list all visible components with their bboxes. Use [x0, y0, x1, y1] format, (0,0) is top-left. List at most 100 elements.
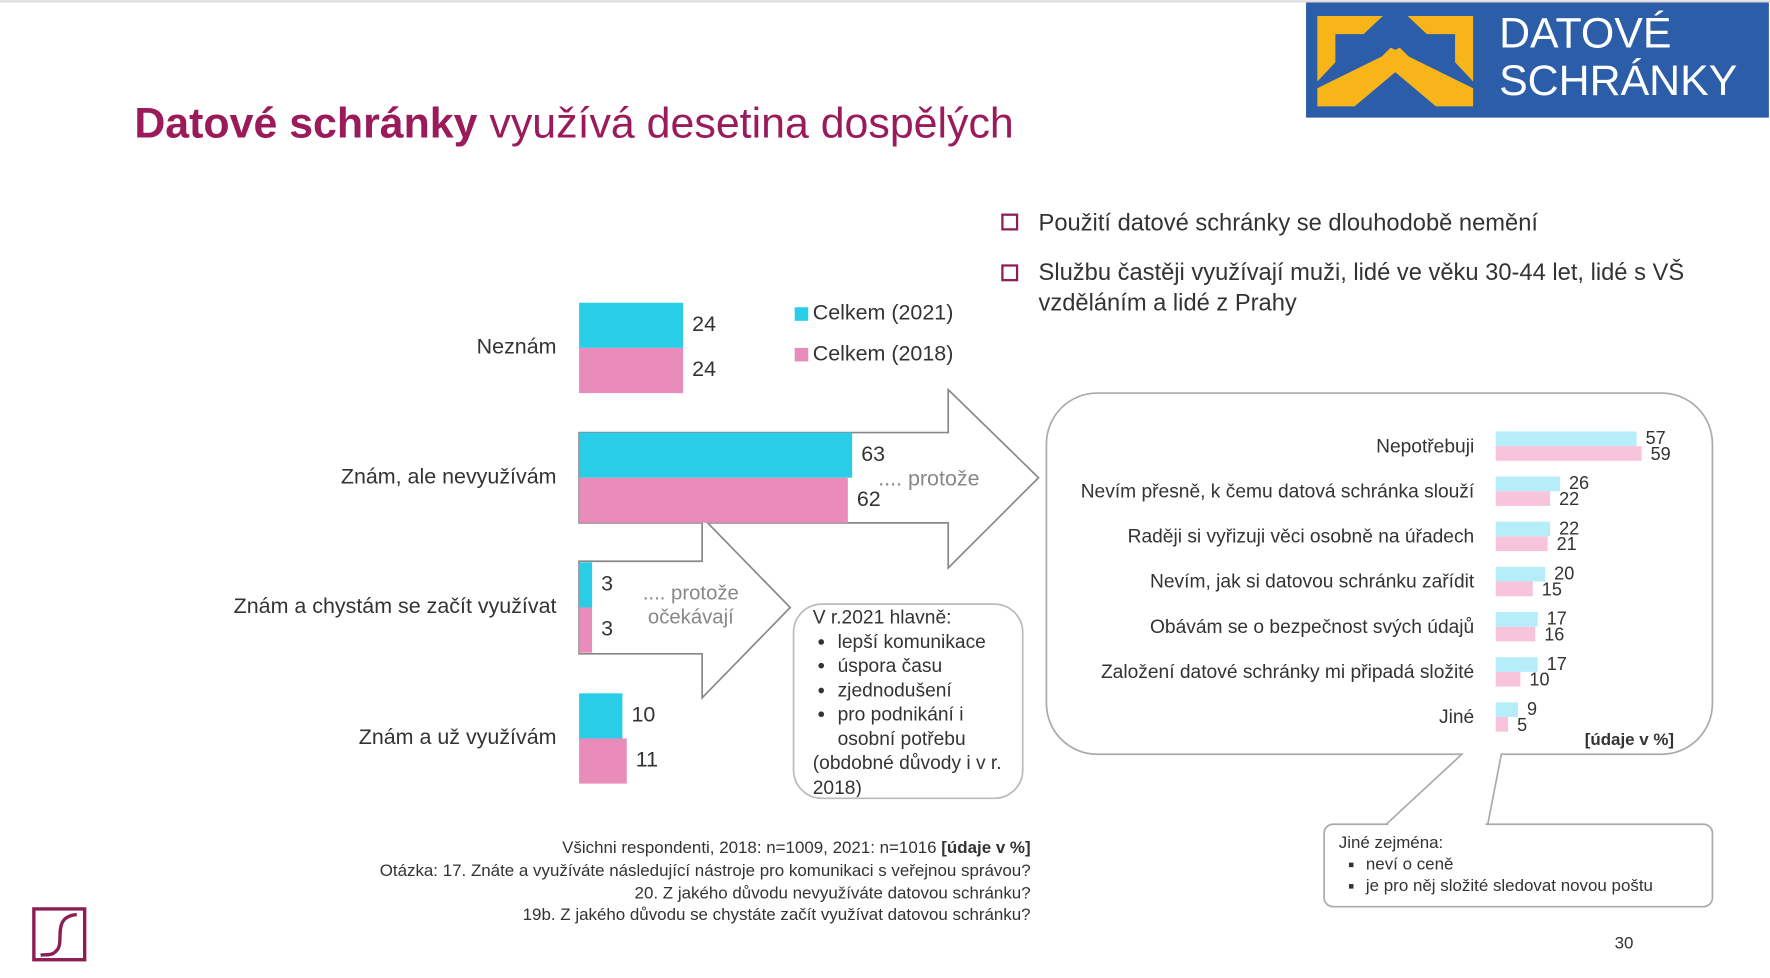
value-label: 20	[1554, 564, 1574, 584]
arrow-label: .... protože očekávají	[642, 581, 739, 628]
bar	[1495, 626, 1536, 642]
list-item: je pro něj složité sledovat novou poštu	[1366, 875, 1711, 896]
bar	[579, 738, 627, 784]
bullet-box	[1001, 213, 1019, 231]
bar	[1495, 671, 1521, 687]
bar	[1495, 566, 1546, 582]
bar	[579, 347, 684, 394]
category-label: Nepotřebuji	[1376, 436, 1474, 457]
footnote-bold: [údaje v %]	[941, 839, 1030, 858]
category-label: Obávám se o bezpečnost svých údajů	[1150, 617, 1474, 638]
brand-frame	[32, 907, 87, 962]
legend-label: Celkem (2018)	[813, 341, 954, 365]
legend-swatch	[794, 347, 809, 362]
value-label: 62	[857, 487, 881, 511]
category-label: Jiné	[1439, 707, 1474, 728]
list-item: úspora času	[838, 654, 1016, 678]
category-label: Znám a už využívám	[359, 725, 557, 749]
bar	[579, 607, 593, 653]
reasons-box	[792, 603, 1024, 800]
legend-swatch	[794, 307, 809, 321]
value-label: 3	[601, 617, 613, 641]
bar	[1495, 476, 1560, 492]
reasons-text: V r.2021 hlavně: lepší komunikaceúspora …	[813, 605, 1016, 797]
other-list: neví o ceněje pro něj složité sledovat n…	[1339, 854, 1712, 897]
value-label: 57	[1646, 428, 1666, 448]
bar	[1495, 446, 1642, 461]
reasons: V r.2021 hlavně: lepší komunikaceúspora …	[813, 605, 1016, 797]
page-number: 30	[1615, 933, 1634, 952]
reasons-note: (obdobné důvody i v r. 2018)	[812, 752, 1002, 798]
value-label: 5	[1517, 715, 1527, 735]
bar	[1495, 431, 1637, 447]
arrow	[578, 515, 792, 700]
bar	[579, 477, 848, 523]
bullet-box	[1001, 264, 1019, 282]
slide-title: Datové schránky využívá desetina dospělý…	[134, 100, 1013, 148]
value-label: 16	[1544, 625, 1564, 645]
value-label: 11	[636, 748, 658, 772]
brand-mark	[32, 907, 87, 962]
bar	[579, 693, 623, 739]
list-item: lepší komunikace	[838, 630, 1016, 654]
value-label: 17	[1547, 609, 1567, 629]
chart-main: Neznám 24 24 Znám, ale nevyužívám 63 62 Znám a…	[234, 301, 954, 784]
value-label: 22	[1559, 518, 1579, 538]
category-label: Znám, ale nevyužívám	[341, 464, 557, 488]
value-label: 63	[861, 442, 885, 466]
bar	[1495, 657, 1538, 672]
bar	[579, 302, 684, 348]
bar	[579, 562, 593, 608]
value-label: 22	[1559, 489, 1579, 509]
brand-curve	[40, 912, 78, 957]
category-label: Znám a chystám se začít využívat	[234, 594, 557, 618]
category-label: Neznám	[477, 335, 557, 359]
value-label: 15	[1542, 579, 1562, 599]
reasons-list: lepší komunikaceúspora časuzjednodušeníp…	[813, 630, 1016, 751]
bullets: Použití datové schránky se dlouhodobě ne…	[1039, 208, 1761, 319]
value-label: 10	[1529, 670, 1549, 690]
value-label: 24	[692, 312, 716, 336]
value-label: 9	[1527, 699, 1537, 719]
bullet-list: Použití datové schránky se dlouhodobě ne…	[1039, 208, 1761, 319]
bar	[579, 432, 853, 478]
category-label: Nevím, jak si datovou schránku zařídit	[1150, 572, 1475, 593]
arrow-label-box: .... protože očekávají	[642, 581, 739, 628]
footnote-text: Všichni respondenti, 2018: n=1009, 2021:…	[562, 839, 936, 858]
other-box	[1323, 823, 1714, 908]
top-rule	[0, 0, 1770, 3]
footnote: Všichni respondenti, 2018: n=1009, 2021:…	[562, 839, 1031, 858]
value-label: 26	[1569, 473, 1589, 493]
other-title: Jiné zejména:	[1338, 833, 1444, 853]
legend-label: Celkem (2021)	[813, 301, 954, 325]
value-label: 17	[1547, 654, 1567, 674]
other-text: Jiné zejména: neví o ceněje pro něj slož…	[1339, 832, 1712, 896]
list-item: pro podnikání i osobní potřebu	[838, 702, 1016, 751]
bar	[1495, 717, 1509, 732]
category-label: Založení datové schránky mi připadá slož…	[1101, 662, 1474, 683]
title-bold: Datové schránky	[134, 100, 477, 148]
bar	[1495, 536, 1548, 552]
value-label: 59	[1651, 444, 1671, 464]
value-label: 3	[601, 572, 613, 596]
bar	[1495, 702, 1518, 718]
bar	[1495, 491, 1551, 506]
other: Jiné zejména: neví o ceněje pro něj slož…	[1339, 832, 1712, 904]
bar	[1495, 612, 1538, 627]
arrow-label: .... protože	[878, 467, 979, 491]
logo-arrow	[1407, 16, 1474, 82]
footnote: 20. Z jakého důvodu nevyužíváte datovou …	[635, 884, 1031, 903]
bar	[1495, 521, 1551, 537]
reasons-title: V r.2021 hlavně:	[812, 606, 952, 628]
list-item: zjednodušení	[838, 678, 1016, 702]
category-label: Raději si vyřizuji věci osobně na úřadec…	[1128, 527, 1475, 548]
value-label: 24	[692, 357, 716, 381]
footnote: 19b. Z jakého důvodu se chystáte začít v…	[523, 905, 1031, 924]
bullet: Službu častěji využívají muži, lidé ve v…	[1038, 259, 1685, 317]
logo-text: SCHRÁNKY	[1499, 57, 1737, 105]
chart-note: [údaje v %]	[1585, 730, 1674, 749]
logo-arrow	[1379, 47, 1474, 107]
